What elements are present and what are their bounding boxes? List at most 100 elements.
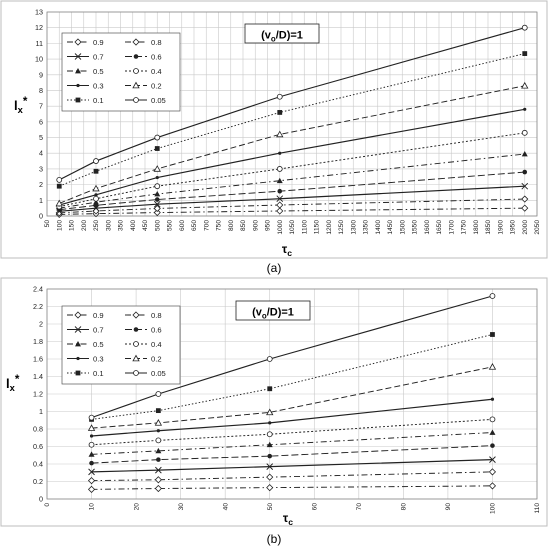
panel-a-annotation: (vo/D)=1 xyxy=(261,30,303,44)
panel-b-legend-label-0.3: 0.3 xyxy=(93,354,104,363)
panel-b-series-line-0.7 xyxy=(91,459,493,473)
panel-a-ytick-label: 10 xyxy=(35,55,43,64)
panel-b-data-point-0.6 xyxy=(156,457,161,462)
panel-b-series-line-0.05 xyxy=(91,295,493,419)
panel-b-legend-marker-0.9 xyxy=(74,311,82,319)
panel-b-data-point-0.3 xyxy=(156,429,160,433)
panel-b-legend-label-0.5: 0.5 xyxy=(93,340,104,349)
panel-b-ytick-label: 0 xyxy=(39,495,43,504)
panel-a-xtick-label: 1600 xyxy=(424,220,431,235)
panel-a-data-point-0.05 xyxy=(521,24,528,31)
panel-a-data-point-0.8 xyxy=(276,201,284,209)
panel-a-caption: (a) xyxy=(267,261,282,275)
panel-b-data-point-0.05 xyxy=(88,414,95,421)
panel-a-data-point-0.4 xyxy=(154,183,161,190)
panel-a-ytick-label: 5 xyxy=(39,133,43,142)
panel-a-legend-marker-0.1 xyxy=(75,97,81,103)
panel-a-data-point-0.2 xyxy=(521,81,529,89)
panel-a-ytick-label: 6 xyxy=(39,117,43,126)
panel-b-data-point-0.8 xyxy=(488,468,497,476)
panel-b-data-point-0.5 xyxy=(266,441,273,448)
panel-a-ytick-label: 2 xyxy=(39,180,43,189)
panel-b-data-point-0.5 xyxy=(489,429,496,435)
panel-a-data-point-0.5 xyxy=(276,177,283,184)
panel-a-xtick-label: 550 xyxy=(167,220,174,231)
panel-a-annotation-frame xyxy=(244,23,320,44)
panel-a-legend-label-0.1: 0.1 xyxy=(93,96,104,105)
panel-a-xtick-label: 1050 xyxy=(289,220,296,235)
panel-a-xtick-label: 200 xyxy=(81,220,88,231)
panel-a-data-point-0.2 xyxy=(153,165,161,172)
panel-b-series-line-0.2 xyxy=(91,366,493,429)
panel-b-data-point-0.5 xyxy=(88,451,95,457)
panel-b-legend-marker-0.3 xyxy=(76,356,80,361)
panel-a-xtick-label: 1500 xyxy=(399,220,406,235)
panel-b-data-point-0.1 xyxy=(155,408,161,414)
panel-b-data-point-0.4 xyxy=(489,416,496,423)
panel-b-data-point-0.7 xyxy=(88,468,95,476)
panel-a-data-point-0.1 xyxy=(522,51,528,56)
panel-b-data-point-0.4 xyxy=(155,437,162,444)
panel-b-ytick-label: 1.6 xyxy=(33,355,43,364)
panel-b-data-point-0.1 xyxy=(267,386,273,392)
panel-a-legend-label-0.4: 0.4 xyxy=(151,67,162,76)
panel-a-xtick-label: 1650 xyxy=(436,220,443,235)
panel-a-ytick-label: 0 xyxy=(39,212,43,221)
panel-b-ytick-label: 1.4 xyxy=(33,372,43,381)
panel-b-annotation-frame xyxy=(235,300,311,321)
panel-a-data-point-0.2 xyxy=(276,130,284,138)
panel-b-series-line-0.3 xyxy=(91,398,493,437)
panel-a-xtick-label: 450 xyxy=(142,220,149,231)
panel-b-data-point-0.4 xyxy=(88,441,95,448)
panel-b-xtick-label: 80 xyxy=(401,503,408,511)
panel-a-xtick-label: 600 xyxy=(179,220,186,231)
panel-a-xtick-label: 150 xyxy=(69,220,76,231)
panel-b-ytick-label: 1 xyxy=(39,407,43,416)
panel-a-data-point-0.05 xyxy=(93,158,99,164)
panel-b-data-point-0.2 xyxy=(154,419,163,426)
panel-a-xtick-label: 1150 xyxy=(314,220,321,235)
panel-a-data-point-0.8 xyxy=(153,204,161,213)
panel-a-data-point-0.9 xyxy=(521,204,529,212)
panel-a-legend-marker-0.5 xyxy=(75,68,81,74)
panel-b-caption: (b) xyxy=(267,532,282,546)
panel-b-xtick-label: 0 xyxy=(44,503,51,507)
panel-b-xtick-label: 110 xyxy=(534,503,541,514)
panel-a-plot-area xyxy=(46,11,538,217)
panel-a-data-point-0.5 xyxy=(521,151,528,157)
panel-a-data-point-0.1 xyxy=(277,110,283,115)
panel-a-ytick-label: 1 xyxy=(39,196,43,205)
panel-a-data-point-0.1 xyxy=(154,146,160,151)
panel-a-xtick-label: 300 xyxy=(105,220,112,231)
panel-a-data-point-0.05 xyxy=(276,93,283,100)
panel-a-xtick-label: 50 xyxy=(44,220,51,228)
panel-a-data-point-0.3 xyxy=(94,193,98,197)
panel-b-data-point-0.05 xyxy=(155,391,162,397)
panel-a-legend: 0.9 0.8 0.7 0.6 0.5 0.4 0.3 0.2 0.1 0.05 xyxy=(61,32,181,112)
panel-b-series-line-0.9 xyxy=(91,485,493,490)
panel-a-data-point-0.3 xyxy=(523,107,527,111)
panel-a-annotation-box: (vo/D)=1 xyxy=(244,23,320,44)
panel-b-data-point-0.2 xyxy=(488,363,497,370)
panel-b-series-line-0.8 xyxy=(91,471,493,482)
panel-a-ytick-label: 13 xyxy=(35,8,43,17)
panel-a-xtick-label: 2050 xyxy=(534,220,541,235)
panel-b-legend-marker-0.7 xyxy=(74,326,82,333)
panel-a-data-point-0.9 xyxy=(153,208,161,217)
panel-a-data-point-0.7 xyxy=(153,200,161,208)
panel-a-xtick-label: 1550 xyxy=(412,220,419,235)
panel-a-xtick-label: 1100 xyxy=(301,220,308,235)
panel-a-data-point-0.7 xyxy=(521,182,529,190)
panel-b-data-point-0.3 xyxy=(268,421,272,425)
panel-a-data-point-0.8 xyxy=(521,195,529,203)
panel-b-xtick-label: 70 xyxy=(356,503,363,511)
panel-a-data-point-0.05 xyxy=(154,134,161,141)
panel-a-data-point-0.2 xyxy=(92,184,100,192)
panel-b-ytick-label: 2 xyxy=(39,320,43,329)
panel-b-legend-marker-0.05 xyxy=(133,370,139,376)
panel-b-legend-frame xyxy=(61,305,181,385)
panel-b-xtick-label: 40 xyxy=(222,503,229,511)
panel-a-xtick-label: 1000 xyxy=(277,220,284,235)
panel-a-data-point-0.4 xyxy=(276,166,283,172)
